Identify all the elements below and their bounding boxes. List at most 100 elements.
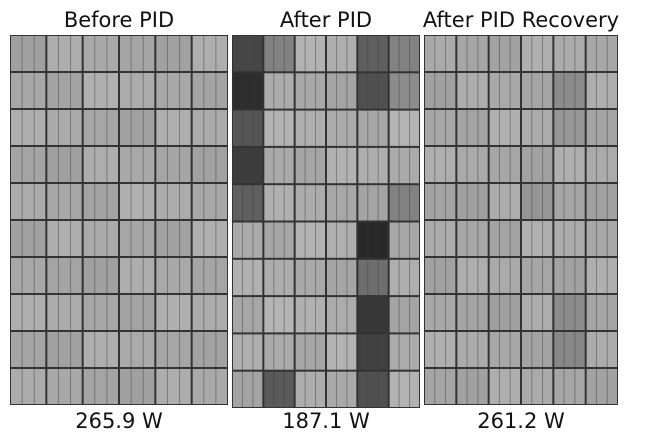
cell [522, 110, 553, 145]
cell [295, 222, 325, 258]
cell [389, 334, 419, 370]
cell [554, 369, 585, 404]
cell [522, 147, 553, 182]
cell [264, 334, 294, 370]
cell [156, 184, 191, 219]
cell [11, 73, 46, 108]
cell [295, 185, 325, 221]
cell [11, 295, 46, 330]
cell [295, 110, 325, 146]
cell [457, 36, 488, 71]
cell [233, 371, 263, 407]
cell [47, 332, 82, 367]
cell [522, 73, 553, 108]
cell [47, 73, 82, 108]
cell [586, 110, 617, 145]
cell [264, 110, 294, 146]
cell [233, 259, 263, 296]
cell [489, 295, 520, 330]
cell [425, 147, 456, 182]
cell [11, 184, 46, 219]
cell [586, 147, 617, 182]
panel-title: After PID Recovery [423, 8, 619, 32]
cell [554, 258, 585, 293]
cell [457, 295, 488, 330]
cell [389, 110, 419, 146]
cell [295, 73, 325, 109]
cell [120, 36, 155, 71]
cell [358, 73, 388, 109]
panel-power: 261.2 W [477, 409, 565, 433]
cell [389, 147, 419, 184]
cell [295, 334, 325, 370]
cell [192, 295, 227, 330]
cell [233, 110, 263, 146]
cell [586, 221, 617, 256]
cell [522, 258, 553, 293]
cell [554, 110, 585, 145]
cell [192, 369, 227, 404]
cell [156, 369, 191, 404]
cell [264, 36, 294, 72]
panel-power: 265.9 W [75, 409, 163, 433]
cell [554, 73, 585, 108]
cell [83, 36, 118, 71]
cell [156, 36, 191, 71]
cell [554, 221, 585, 256]
cell [156, 258, 191, 293]
cell [358, 334, 388, 370]
cell [47, 110, 82, 145]
cell [264, 185, 294, 221]
cell [554, 332, 585, 367]
cell [11, 258, 46, 293]
cell [11, 36, 46, 71]
cell [554, 184, 585, 219]
cell [83, 110, 118, 145]
cell [457, 221, 488, 256]
cell [156, 147, 191, 182]
cell [233, 222, 263, 258]
cell [47, 369, 82, 404]
cell [233, 334, 263, 370]
cell [327, 147, 357, 184]
cell [264, 371, 294, 407]
cell [295, 259, 325, 296]
cell [425, 184, 456, 219]
cell [11, 332, 46, 367]
cell [264, 259, 294, 296]
cell [192, 332, 227, 367]
cell [156, 221, 191, 256]
cell [358, 36, 388, 72]
cell [425, 332, 456, 367]
cell [522, 221, 553, 256]
cell [489, 36, 520, 71]
cell [522, 295, 553, 330]
cell [83, 295, 118, 330]
cell [120, 184, 155, 219]
cell [489, 147, 520, 182]
panel-title: Before PID [64, 8, 174, 32]
cell [233, 73, 263, 109]
cell [358, 110, 388, 146]
cell [264, 297, 294, 333]
cell [425, 221, 456, 256]
cell [233, 36, 263, 72]
cell [295, 36, 325, 72]
cell [489, 221, 520, 256]
cell [522, 184, 553, 219]
cell [192, 258, 227, 293]
cell [489, 184, 520, 219]
cell [120, 221, 155, 256]
cell [156, 295, 191, 330]
cell [522, 332, 553, 367]
cell [425, 258, 456, 293]
cell [264, 147, 294, 184]
cell [192, 221, 227, 256]
cell [327, 36, 357, 72]
cell [425, 369, 456, 404]
cell [233, 185, 263, 221]
cell [358, 185, 388, 221]
cell [83, 258, 118, 293]
cell [457, 110, 488, 145]
